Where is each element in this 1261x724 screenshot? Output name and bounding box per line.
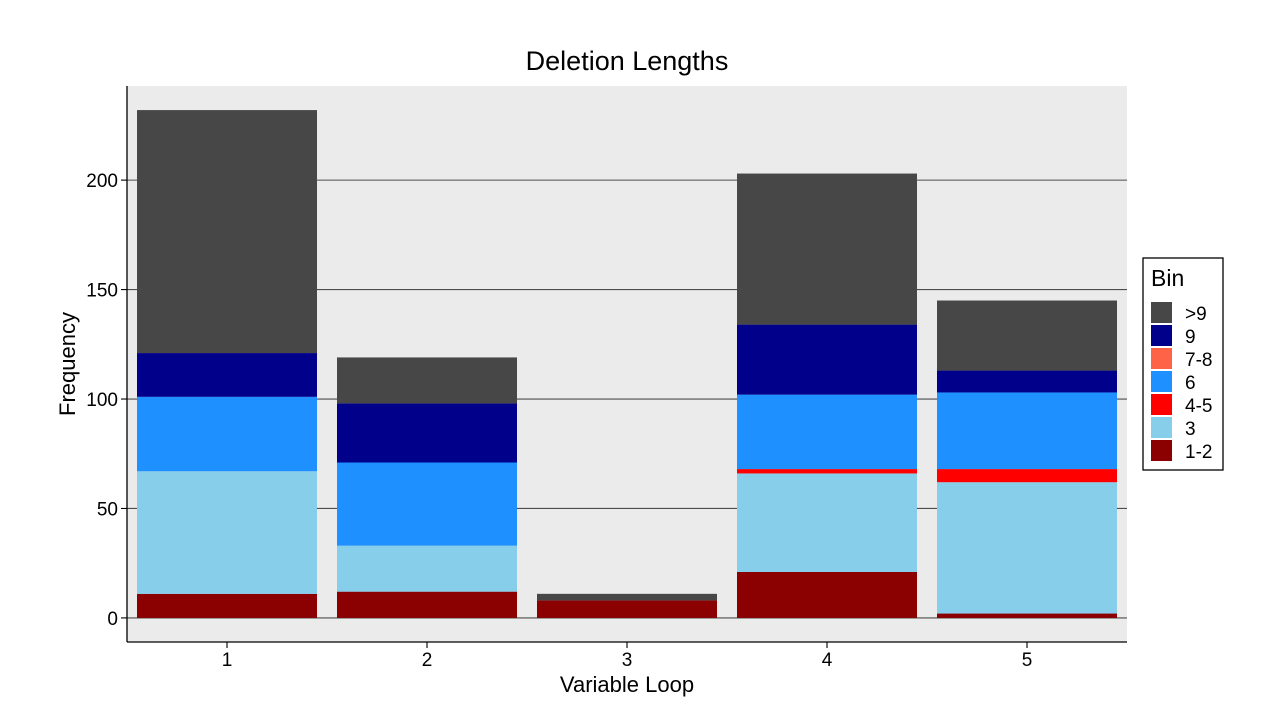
y-tick-label: 50 — [97, 499, 118, 520]
x-axis-label: Variable Loop — [560, 672, 694, 697]
bar-segment-3->9 — [537, 593, 717, 601]
y-tick-label: 150 — [86, 281, 118, 302]
bar-segment-5-4-5 — [937, 469, 1117, 483]
bar-segment-5-3 — [937, 482, 1117, 614]
bar-segment-3-1-2 — [537, 600, 717, 618]
legend-label: 3 — [1185, 419, 1196, 440]
legend-swatch — [1151, 302, 1172, 323]
legend-label: >9 — [1185, 304, 1207, 325]
y-tick-label: 0 — [107, 609, 118, 630]
x-axis-ticks: 1 2 3 4 5 — [222, 642, 1033, 671]
legend-swatch — [1151, 440, 1172, 461]
x-tick-label: 5 — [1022, 650, 1033, 671]
legend-label: 1-2 — [1185, 442, 1212, 463]
legend-swatch — [1151, 348, 1172, 369]
y-axis-ticks: 0 50 100 150 200 — [86, 171, 127, 630]
bar-segment-2->9 — [337, 357, 517, 404]
bar-segment-2-1-2 — [337, 591, 517, 618]
x-tick-label: 2 — [422, 650, 433, 671]
bar-segment-5->9 — [937, 300, 1117, 371]
x-tick-label: 3 — [622, 650, 633, 671]
bar-segment-1-6 — [137, 396, 317, 472]
bar-segment-5-6 — [937, 392, 1117, 470]
legend-title: Bin — [1151, 265, 1184, 291]
legend-label: 4-5 — [1185, 396, 1212, 417]
bar-segment-4-6 — [737, 394, 917, 470]
legend-swatch — [1151, 417, 1172, 438]
bar-segment-1->9 — [137, 110, 317, 354]
legend-label: 6 — [1185, 373, 1196, 394]
bar-segment-4-9 — [737, 324, 917, 395]
legend-swatch — [1151, 371, 1172, 392]
legend-label: 9 — [1185, 327, 1196, 348]
bar-segment-5-9 — [937, 370, 1117, 393]
bars — [137, 110, 1117, 618]
legend-swatch — [1151, 325, 1172, 346]
y-axis-label: Frequency — [55, 312, 80, 416]
bar-segment-1-1-2 — [137, 593, 317, 618]
bar-segment-4-4-5 — [737, 469, 917, 474]
x-tick-label: 1 — [222, 650, 233, 671]
bar-segment-2-3 — [337, 545, 517, 592]
legend-label: 7-8 — [1185, 350, 1212, 371]
bar-segment-2-6 — [337, 462, 517, 546]
bar-segment-4->9 — [737, 173, 917, 325]
bar-segment-1-3 — [137, 471, 317, 594]
chart-title: Deletion Lengths — [526, 46, 729, 76]
bar-segment-5-1-2 — [937, 613, 1117, 618]
bar-segment-4-3 — [737, 473, 917, 572]
bar-segment-1-9 — [137, 353, 317, 397]
x-tick-label: 4 — [822, 650, 833, 671]
legend-swatch — [1151, 394, 1172, 415]
bar-segment-4-1-2 — [737, 571, 917, 618]
y-tick-label: 100 — [86, 390, 118, 411]
legend-items: >997-864-531-2 — [1151, 302, 1212, 463]
bar-segment-2-9 — [337, 403, 517, 463]
legend: Bin >997-864-531-2 — [1142, 257, 1224, 471]
y-tick-label: 200 — [86, 171, 118, 192]
